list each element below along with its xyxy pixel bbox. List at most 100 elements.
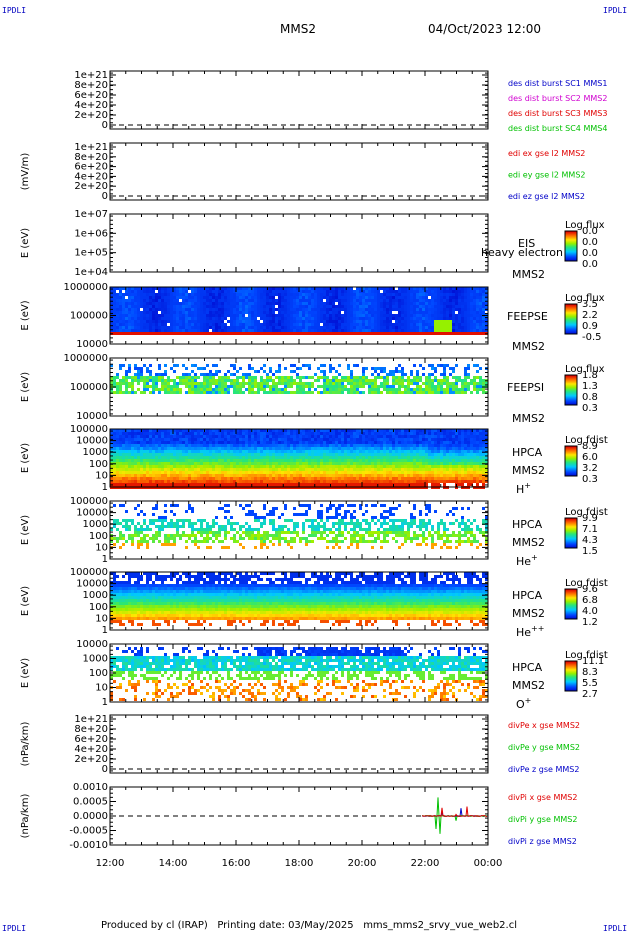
spectrogram-cell [227,453,230,456]
spectrogram-cell [233,480,236,483]
spectrogram-cell [326,332,329,335]
spectrogram-cell [371,299,374,302]
colorbar-title: Log flux [565,364,605,375]
spectrogram-cell [422,326,425,329]
spectrogram-cell [137,329,140,332]
spectrogram-cell [239,326,242,329]
spectrogram-cell [284,444,287,447]
spectrogram-cell [371,311,374,314]
spectrogram-cell [416,388,419,391]
spectrogram-cell [161,320,164,323]
spectrogram-cell [359,323,362,326]
spectrogram-cell [317,435,320,438]
spectrogram-cell [422,299,425,302]
spectrogram-cell [269,453,272,456]
y-axis-label: E (eV) [20,372,31,402]
spectrogram-cell [263,308,266,311]
spectrogram-cell [203,379,206,382]
spectrogram-cell [452,332,455,335]
spectrogram-cell [365,329,368,332]
spectrogram-cell [293,468,296,471]
spectrogram-cell [212,465,215,468]
spectrogram-cell [359,311,362,314]
spectrogram-cell [347,477,350,480]
spectrogram-cell [119,299,122,302]
spectrogram-cell [413,308,416,311]
spectrogram-cell [350,370,353,373]
spectrogram-cell [404,287,407,290]
spectrogram-cell [299,456,302,459]
spectrogram-cell [131,444,134,447]
spectrogram-cell [380,326,383,329]
spectrogram-cell [254,444,257,447]
spectrogram-cell [341,459,344,462]
spectrogram-cell [269,287,272,290]
spectrogram-cell [281,388,284,391]
spectrogram-cell [140,317,143,320]
spectrogram-cell [155,329,158,332]
spectrogram-cell [128,290,131,293]
spectrogram-cell [368,305,371,308]
spectrogram-cell [254,432,257,435]
spectrogram-cell [206,320,209,323]
overlay-text: heavy electron to [481,246,578,259]
spectrogram-cell [221,305,224,308]
spectrogram-cell [155,438,158,441]
spectrogram-cell [281,296,284,299]
spectrogram-cell [263,293,266,296]
spectrogram-cell [323,450,326,453]
spectrogram-cell [320,450,323,453]
spectrogram-cell [419,379,422,382]
spectrogram-cell [200,287,203,290]
spectrogram-cell [149,308,152,311]
spectrogram-cell [467,388,470,391]
spectrogram-cell [203,441,206,444]
spectrogram-cell [194,332,197,335]
spectrogram-cell [428,373,431,376]
spectrogram-cell [329,438,332,441]
spectrogram-cell [164,429,167,432]
spectrogram-cell [446,332,449,335]
spectrogram-cell [152,385,155,388]
spectrogram-cell [236,320,239,323]
spectrogram-cell [173,474,176,477]
spectrogram-cell [140,373,143,376]
spectrogram-cell [125,444,128,447]
spectrogram-cell [245,441,248,444]
spectrogram-cell [419,293,422,296]
spectrogram-cell [413,391,416,394]
spectrogram-cell [209,477,212,480]
spectrogram-cell [206,459,209,462]
spectrogram-cell [461,332,464,335]
spectrogram-cell [437,385,440,388]
spectrogram-cell [314,379,317,382]
spectrogram-cell [332,293,335,296]
spectrogram-cell [197,450,200,453]
spectrogram-cell [116,311,119,314]
spectrogram-cell [152,290,155,293]
spectrogram-cell [305,290,308,293]
spectrogram-cell [137,462,140,465]
spectrogram-cell [233,382,236,385]
spectrogram-cell [215,438,218,441]
spectrogram-cell [338,456,341,459]
spectrogram-cell [224,299,227,302]
spectrogram-cell [170,462,173,465]
spectrogram-cell [383,332,386,335]
spectrogram-cell [167,326,170,329]
spectrogram-cell [230,287,233,290]
spectrogram-cell [188,388,191,391]
spectrogram-cell [293,474,296,477]
colorbar-segment [565,236,577,238]
spectrogram-cell [266,373,269,376]
spectrogram-cell [347,459,350,462]
spectrogram-cell [224,329,227,332]
spectrogram-cell [290,462,293,465]
spectrogram-cell [368,314,371,317]
spectrogram-cell [299,435,302,438]
spectrogram-cell [260,456,263,459]
spectrogram-cell [125,376,128,379]
spectrogram-cell [149,314,152,317]
spectrogram-cell [233,379,236,382]
spectrogram-cell [245,435,248,438]
